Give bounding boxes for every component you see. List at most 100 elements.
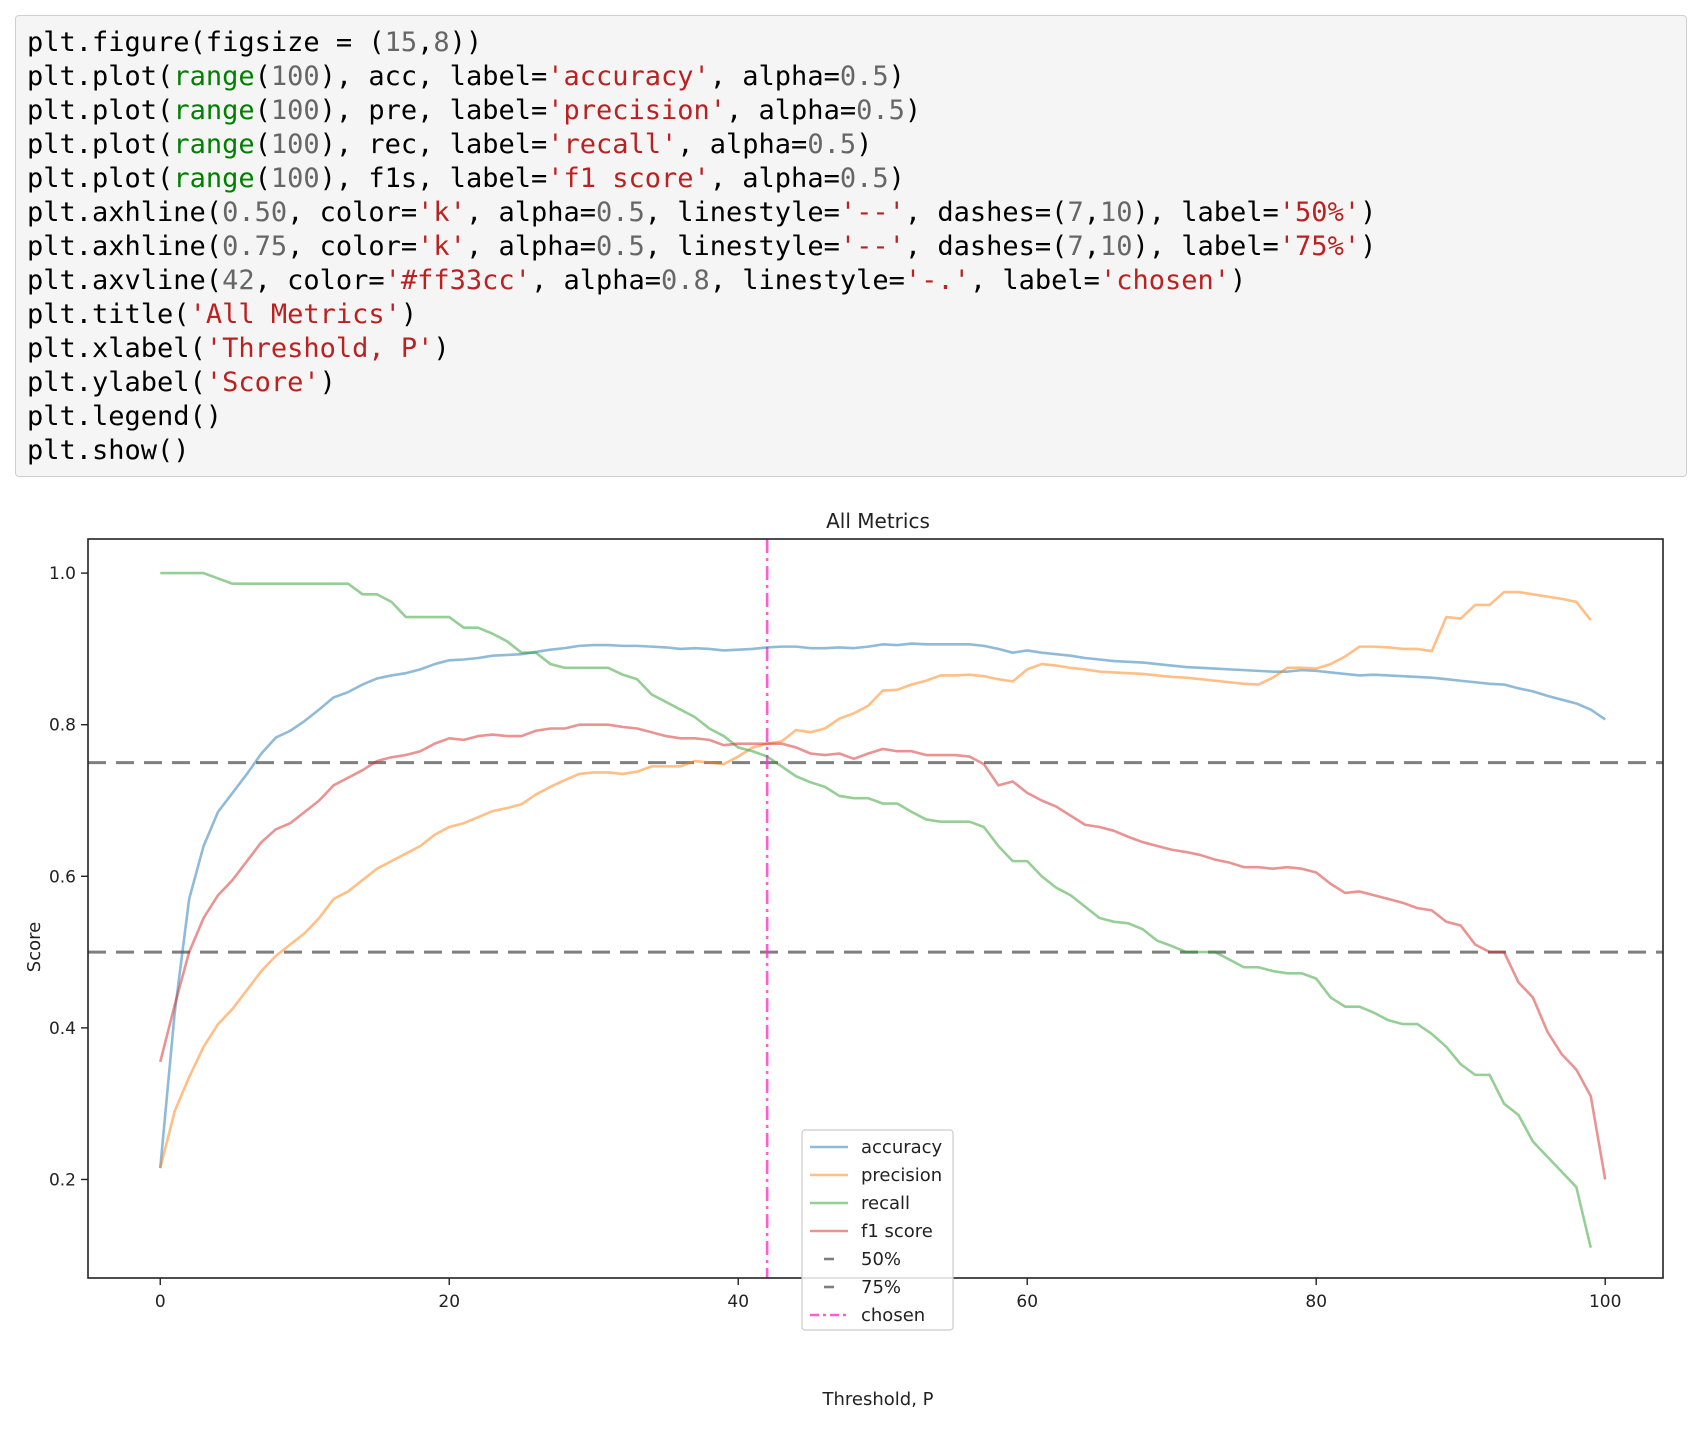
code-token: (: [254, 163, 271, 194]
code-token: plt.ylabel(: [27, 367, 206, 398]
code-token: 10: [1099, 231, 1133, 262]
code-token: 'recall': [547, 129, 678, 160]
code-token: ): [888, 163, 905, 194]
code-token: plt.plot(: [27, 129, 174, 160]
code-token: range: [173, 163, 255, 194]
legend-label: precision: [861, 1165, 942, 1186]
y-axis-label: Score: [24, 922, 45, 972]
code-token: range: [173, 95, 255, 126]
code-token: plt.title(: [27, 299, 190, 330]
code-token: ): [1229, 265, 1247, 296]
code-token: , dashes=(: [904, 231, 1068, 262]
code-token: , alpha=: [677, 129, 808, 160]
code-token: plt.plot(: [27, 95, 174, 126]
code-token: ), f1s, label=: [319, 163, 548, 194]
code-token: , alpha=: [530, 265, 661, 296]
code-token: 'precision': [547, 95, 727, 126]
code-cell[interactable]: plt.figure(figsize = (15,8)) plt.plot(ran…: [15, 15, 1687, 477]
legend-label: 75%: [861, 1277, 901, 1298]
accuracy-series-line: [158, 642, 1606, 1169]
y-tick-label: 1.0: [49, 564, 76, 584]
code-line: plt.ylabel('Score'): [27, 366, 1675, 400]
code-token: ): [1360, 231, 1377, 262]
code-token: ): [1360, 197, 1377, 228]
code-token: plt.xlabel(: [27, 333, 206, 364]
y-tick-label: 0.6: [49, 867, 76, 887]
code-token: ,: [417, 27, 434, 58]
code-token: ), rec, label=: [319, 129, 548, 160]
code-line: plt.axhline(0.50, color='k', alpha=0.5, …: [27, 196, 1675, 230]
code-token: '75%': [1278, 231, 1361, 262]
code-token: 100: [270, 163, 320, 194]
x-axis: 0 20 40 60 80 100: [155, 1278, 1621, 1312]
code-token: '-.': [904, 265, 970, 296]
y-tick-label: 0.4: [49, 1019, 76, 1039]
code-token: plt.legend(): [27, 401, 223, 432]
series-lines: [158, 571, 1607, 1248]
code-token: , alpha=: [709, 61, 840, 92]
legend-label: f1 score: [861, 1221, 933, 1242]
code-token: (: [254, 61, 271, 92]
code-token: plt.axhline(: [27, 231, 223, 262]
precision-series-line: [158, 590, 1592, 1169]
code-token: 0.8: [661, 265, 710, 296]
code-token: '--': [839, 197, 905, 228]
reference-lines: [88, 539, 1663, 1278]
all-metrics-chart: All Metrics 0 20 40 60 80 100 0.2 0.4 0.6 0.8 1.0…: [24, 509, 1664, 1410]
code-token: 15: [384, 27, 418, 58]
code-token: plt.show(): [27, 435, 190, 466]
code-token: 'chosen': [1099, 265, 1230, 296]
code-token: ): [319, 367, 336, 398]
code-token: 'All Metrics': [189, 299, 401, 330]
y-tick-label: 0.2: [49, 1170, 76, 1190]
y-tick-label: 0.8: [49, 716, 76, 736]
code-token: 7: [1067, 231, 1084, 262]
code-token: (: [254, 95, 271, 126]
x-tick-label: 60: [1016, 1292, 1038, 1312]
f1-score-series-line: [158, 723, 1607, 1180]
code-token: )): [449, 27, 483, 58]
code-token: 0.5: [595, 197, 645, 228]
code-token: 0.50: [222, 197, 288, 228]
code-token: 'Score': [205, 367, 320, 398]
code-token: 100: [270, 61, 320, 92]
code-token: 0.75: [222, 231, 288, 262]
code-token: ), label=: [1132, 231, 1279, 262]
code-line: plt.figure(figsize = (15,8)): [27, 26, 1675, 60]
y-axis: 0.2 0.4 0.6 0.8 1.0: [49, 564, 88, 1190]
legend-label: accuracy: [861, 1137, 943, 1158]
x-axis-label: Threshold, P: [821, 1389, 933, 1410]
code-line: plt.axvline(42, color='#ff33cc', alpha=0…: [27, 264, 1675, 298]
code-token: ): [856, 129, 873, 160]
code-token: ): [433, 333, 450, 364]
legend: accuracy precision recall f1 score 50% 75% cho…: [801, 1129, 954, 1331]
code-token: 'accuracy': [547, 61, 710, 92]
x-tick-label: 100: [1589, 1292, 1621, 1312]
code-token: , linestyle=: [644, 197, 840, 228]
x-tick-label: 40: [727, 1292, 749, 1312]
legend-label: recall: [861, 1193, 910, 1214]
recall-series-line: [160, 571, 1593, 1248]
code-token: , label=: [969, 265, 1100, 296]
code-token: , color=: [287, 231, 418, 262]
code-token: plt.plot(: [27, 163, 174, 194]
code-line: plt.legend(): [27, 400, 1675, 434]
code-token: 0.5: [856, 95, 905, 126]
code-token: 0.5: [839, 163, 889, 194]
x-tick-label: 20: [438, 1292, 460, 1312]
code-token: 'k': [417, 231, 466, 262]
code-line: plt.xlabel('Threshold, P'): [27, 332, 1675, 366]
code-token: , alpha=: [709, 163, 840, 194]
code-token: ,: [1083, 231, 1100, 262]
code-token: ): [400, 299, 418, 330]
plot-output: All Metrics 0 20 40 60 80 100 0.2 0.4 0.6 0.8 1.0…: [0, 492, 1702, 1430]
code-token: , alpha=: [726, 95, 857, 126]
code-line: plt.plot(range(100), pre, label='precisi…: [27, 94, 1675, 128]
code-line: plt.title('All Metrics'): [27, 298, 1675, 332]
code-token: 0.5: [595, 231, 645, 262]
code-token: ), label=: [1132, 197, 1279, 228]
code-line: plt.show(): [27, 434, 1675, 468]
code-token: 0.5: [839, 61, 889, 92]
code-token: 0.5: [807, 129, 857, 160]
code-token: , alpha=: [465, 231, 596, 262]
